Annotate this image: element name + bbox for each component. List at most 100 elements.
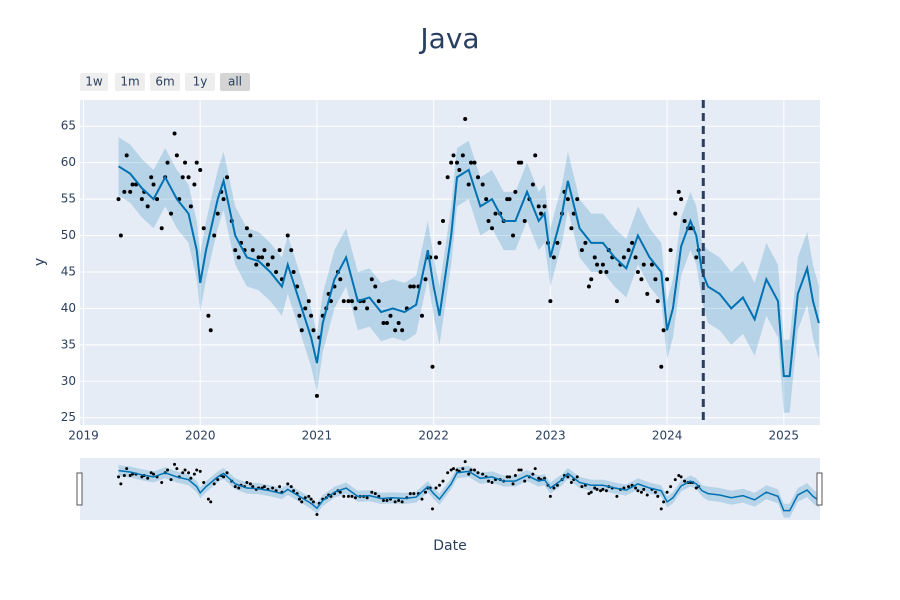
observation-point (423, 277, 428, 282)
observation-point (659, 364, 664, 369)
observation-point (552, 486, 556, 490)
observation-point (639, 490, 643, 494)
observation-point (159, 226, 164, 231)
range-button[interactable] (185, 73, 215, 91)
observation-point (314, 393, 319, 398)
observation-point (484, 197, 489, 202)
observation-point (586, 284, 591, 289)
observation-point (149, 471, 153, 475)
observation-point (493, 211, 498, 216)
forecast-line (118, 469, 820, 512)
observation-point (486, 218, 491, 223)
observation-point (437, 483, 441, 487)
observation-point (169, 211, 174, 216)
observation-point (673, 211, 678, 216)
observation-point (373, 492, 377, 496)
observation-point (457, 167, 462, 172)
observation-point (517, 468, 521, 472)
observation-point (384, 320, 389, 325)
range-button-label[interactable]: 1y (193, 75, 208, 89)
observation-point (490, 480, 494, 484)
observation-point (412, 492, 416, 496)
y-tick-label: 50 (61, 228, 76, 242)
observation-point (262, 248, 267, 253)
observation-point (260, 255, 265, 260)
y-axis-label: y (32, 258, 48, 266)
observation-point (309, 497, 313, 501)
observation-point (531, 472, 535, 476)
observation-point (466, 182, 471, 187)
observation-point (408, 284, 413, 289)
range-button[interactable] (115, 73, 145, 91)
observation-point (206, 497, 210, 501)
y-tick-label: 60 (61, 155, 76, 169)
range-slider-handle[interactable] (816, 472, 823, 506)
observation-point (472, 160, 477, 165)
observation-point (155, 197, 160, 202)
observation-point (152, 472, 156, 476)
range-button-label[interactable]: 1m (120, 75, 139, 89)
observation-point (262, 485, 266, 489)
observation-point (396, 320, 401, 325)
range-button[interactable] (80, 73, 108, 91)
range-button-label[interactable]: all (228, 75, 242, 89)
observation-point (682, 218, 687, 223)
observation-point (592, 255, 597, 260)
observation-point (437, 240, 442, 245)
observation-point (661, 328, 666, 333)
observation-point (480, 182, 485, 187)
observation-point (622, 486, 626, 490)
range-button-label[interactable]: 6m (155, 75, 174, 89)
observation-point (397, 499, 401, 503)
observation-point (181, 471, 185, 475)
observation-point (569, 226, 574, 231)
observation-point (614, 299, 619, 304)
observation-point (659, 507, 663, 511)
range-button[interactable] (150, 73, 180, 91)
observation-point (277, 248, 282, 253)
observation-point (461, 467, 465, 471)
observation-point (365, 306, 370, 311)
observation-point (508, 475, 512, 479)
range-button-label[interactable]: 1w (85, 75, 103, 89)
observation-point (187, 471, 191, 475)
observation-point (551, 255, 556, 260)
observation-point (173, 462, 177, 466)
observation-point (460, 153, 465, 158)
observation-point (244, 226, 249, 231)
observation-point (420, 497, 424, 501)
observation-point (300, 500, 304, 504)
observation-point (209, 500, 213, 504)
y-tick-label: 25 (61, 410, 76, 424)
observation-point (599, 489, 603, 493)
observation-point (350, 494, 354, 498)
observation-point (222, 475, 226, 479)
observation-point (555, 483, 559, 487)
observation-point (635, 269, 640, 274)
range-slider-handle[interactable] (76, 472, 83, 506)
observation-point (388, 313, 393, 318)
observation-point (251, 485, 255, 489)
observation-point (634, 486, 638, 490)
observation-point (151, 182, 156, 187)
observation-point (476, 175, 481, 180)
observation-point (186, 175, 191, 180)
observation-point (180, 175, 185, 180)
observation-point (645, 291, 650, 296)
observation-point (430, 507, 434, 511)
observation-point (601, 487, 605, 491)
observation-point (201, 226, 206, 231)
observation-point (537, 476, 541, 480)
range-button[interactable] (220, 73, 250, 91)
observation-point (328, 299, 333, 304)
observation-point (490, 226, 495, 231)
observation-point (452, 467, 456, 471)
observation-point (202, 480, 206, 484)
observation-point (449, 468, 453, 472)
observation-point (373, 284, 378, 289)
observation-point (311, 500, 315, 504)
observation-point (166, 468, 170, 472)
observation-point (303, 496, 307, 500)
observation-point (505, 475, 509, 479)
observation-point (309, 313, 314, 318)
